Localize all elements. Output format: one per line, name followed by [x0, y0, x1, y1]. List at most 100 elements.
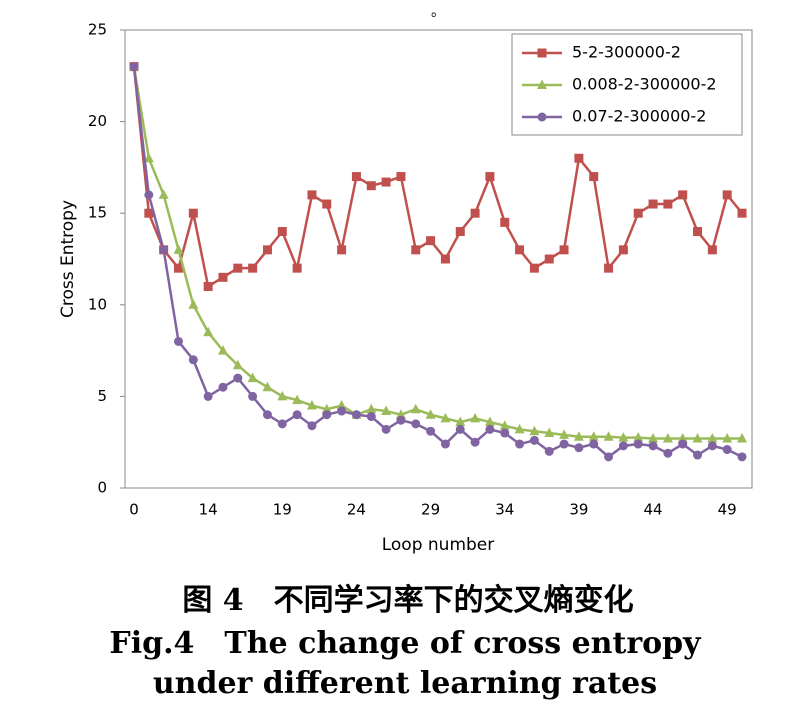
data-point: [633, 208, 643, 218]
y-tick-label: 10: [88, 295, 107, 313]
data-point: [663, 448, 673, 458]
data-point: [455, 424, 465, 434]
x-tick-label: 29: [421, 501, 440, 519]
data-point: [707, 441, 717, 451]
data-point: [440, 439, 450, 449]
data-point: [410, 403, 421, 414]
data-point: [426, 426, 436, 436]
data-point: [188, 299, 199, 309]
data-point: [337, 406, 347, 416]
data-point: [440, 254, 450, 264]
legend-marker: [537, 112, 547, 122]
data-point: [529, 425, 540, 436]
x-tick-label: 24: [347, 501, 366, 519]
data-point: [218, 272, 228, 282]
data-point: [306, 400, 317, 410]
data-point: [514, 423, 525, 434]
legend-label: 0.07-2-300000-2: [572, 107, 706, 126]
data-point: [722, 445, 732, 455]
data-point: [218, 382, 228, 392]
data-point: [217, 345, 228, 355]
data-point: [559, 429, 570, 439]
data-point: [707, 433, 718, 443]
data-point: [603, 431, 614, 441]
y-tick-label: 15: [88, 204, 107, 222]
data-point: [604, 452, 614, 462]
data-point: [351, 172, 361, 182]
data-point: [529, 435, 539, 445]
data-point: [203, 281, 213, 291]
data-point: [633, 432, 644, 442]
data-point: [573, 431, 584, 441]
data-point: [144, 208, 154, 218]
data-point: [426, 236, 436, 246]
data-point: [455, 227, 465, 237]
data-point: [277, 390, 288, 401]
x-tick-label: 49: [718, 501, 737, 519]
data-point: [722, 433, 733, 443]
data-point: [544, 446, 554, 456]
data-point: [618, 441, 628, 451]
note: 。: [431, 4, 445, 20]
data-point: [203, 326, 214, 337]
data-point: [618, 245, 628, 255]
data-point: [262, 410, 272, 420]
data-point: [173, 263, 183, 273]
data-point: [129, 62, 139, 72]
y-tick-label: 5: [97, 387, 107, 405]
data-point: [500, 428, 510, 438]
data-point: [604, 263, 614, 273]
data-point: [662, 433, 673, 443]
x-axis-label: Loop number: [382, 535, 495, 555]
data-point: [322, 199, 332, 209]
x-tick-label: 44: [644, 501, 663, 519]
y-tick-label: 25: [88, 21, 107, 39]
data-point: [648, 199, 658, 209]
data-point: [484, 416, 495, 427]
y-tick-label: 20: [88, 112, 107, 130]
data-point: [515, 439, 525, 449]
data-point: [588, 431, 599, 441]
data-point: [188, 355, 198, 365]
data-point: [381, 405, 392, 416]
data-point: [707, 245, 717, 255]
data-point: [144, 190, 154, 200]
data-point: [470, 412, 481, 423]
data-point: [396, 172, 406, 182]
legend-label: 5-2-300000-2: [572, 43, 681, 62]
data-point: [678, 439, 688, 449]
data-point: [677, 433, 688, 443]
data-point: [381, 177, 391, 187]
caption-en: under different learning rates: [153, 666, 657, 701]
data-point: [737, 452, 747, 462]
data-point: [158, 189, 169, 199]
data-point: [292, 263, 302, 273]
y-axis-label: Cross Entropy: [58, 200, 78, 318]
data-point: [395, 409, 406, 419]
data-point: [663, 199, 673, 209]
data-point: [143, 152, 154, 163]
x-tick-label: 14: [199, 501, 218, 519]
data-point: [722, 190, 732, 200]
data-point: [277, 227, 287, 237]
data-point: [544, 254, 554, 264]
data-point: [247, 372, 258, 383]
data-point: [440, 412, 451, 423]
data-point: [248, 391, 258, 401]
data-point: [693, 227, 703, 237]
legend-marker: [537, 48, 547, 58]
data-point: [574, 153, 584, 163]
data-point: [589, 172, 599, 182]
data-point: [470, 208, 480, 218]
data-point: [262, 245, 272, 255]
data-point: [203, 391, 213, 401]
data-point: [737, 208, 747, 218]
data-point: [692, 433, 703, 443]
data-point: [173, 244, 184, 254]
data-point: [262, 381, 273, 392]
data-point: [485, 172, 495, 182]
data-point: [425, 409, 436, 419]
data-point: [500, 217, 510, 227]
data-point: [292, 394, 303, 405]
